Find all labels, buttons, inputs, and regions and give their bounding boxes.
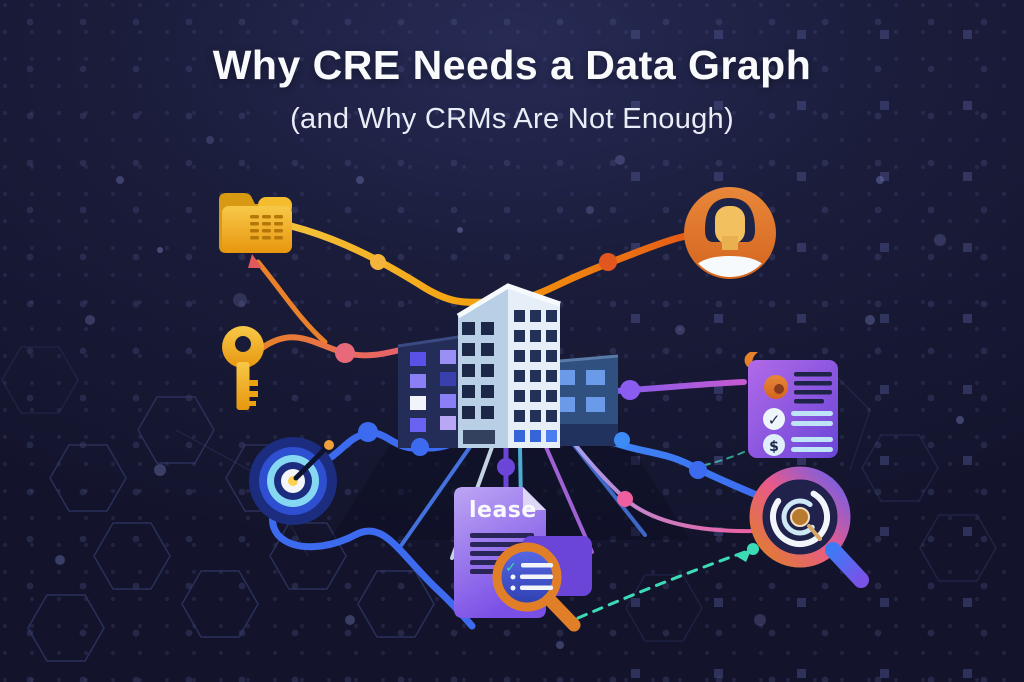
key-hole <box>235 336 251 352</box>
checklist-dark-lines <box>794 372 832 404</box>
node-dot-orange <box>599 253 617 271</box>
main-building <box>456 283 561 448</box>
key-tooth-2 <box>249 391 258 397</box>
lease-folded-corner <box>523 487 546 510</box>
key-icon <box>222 326 264 410</box>
checklist-check-glyph: ✓ <box>768 411 781 429</box>
teal-arrowhead <box>736 548 752 562</box>
target-magnifier-icon <box>749 466 869 588</box>
dartboard-target-icon <box>249 437 337 525</box>
node-dot-blue-2 <box>358 422 378 442</box>
edge-arrow-tip <box>248 254 262 268</box>
insight-ring-outer <box>770 487 830 547</box>
node-dot-blue-1 <box>411 438 429 456</box>
person-avatar-icon <box>684 187 776 279</box>
key-tooth-3 <box>249 401 256 406</box>
checklist-check-circle <box>763 408 785 430</box>
edge-folder-branch <box>255 259 328 345</box>
main-building-left-windows <box>461 322 498 426</box>
folder-document-lines <box>250 215 283 240</box>
node-dot-blue-4 <box>689 461 707 479</box>
node-dot-violet <box>497 458 515 476</box>
target-dart <box>293 444 330 481</box>
checklist-corner-curl <box>744 352 758 370</box>
cre-building-icon <box>397 283 619 448</box>
checklist-dollar-circle <box>763 434 785 456</box>
target-dart-tail <box>324 440 334 450</box>
right-building <box>547 354 619 446</box>
square-dots-texture <box>560 0 1024 682</box>
scatter-dots <box>55 136 964 649</box>
edge-search-to-insight-dashed <box>576 550 747 620</box>
edge-node-dots <box>335 253 759 562</box>
main-building-front-windows <box>512 310 559 428</box>
checklist-document-icon: ✓ $ <box>744 352 838 458</box>
insight-rim <box>749 466 851 568</box>
key-tooth-1 <box>249 380 258 386</box>
left-building-windows <box>410 350 456 432</box>
checklist-light-lines-1 <box>791 411 833 426</box>
avatar-figure <box>688 198 772 277</box>
node-dot-blue-3 <box>614 432 630 448</box>
avatar-shirt <box>688 256 772 277</box>
node-dot-pink-2 <box>617 491 633 507</box>
right-building-base <box>548 424 618 446</box>
search-handle <box>543 593 581 632</box>
main-building-entrance <box>463 430 495 444</box>
search-list-lines <box>510 563 553 591</box>
node-dot-purple <box>620 380 640 400</box>
key-shaft <box>236 362 250 410</box>
checklist-light-lines-2 <box>791 437 833 452</box>
avatar-face <box>715 206 745 244</box>
lease-label: lease <box>469 498 537 523</box>
avatar-neck <box>722 236 738 250</box>
insight-mini-handle <box>807 524 822 541</box>
node-dot-gold <box>370 254 386 270</box>
right-building-windows <box>556 370 612 422</box>
folder-icon <box>219 193 292 253</box>
checklist-badge-swirl <box>774 384 784 394</box>
main-building-roof <box>456 283 561 319</box>
search-check-glyph: ✓ <box>505 560 517 576</box>
checklist-dollar-glyph: $ <box>769 439 779 455</box>
node-dot-pink <box>335 343 355 363</box>
insight-handle <box>825 542 869 588</box>
magnifier-checklist-icon: ✓ <box>492 536 592 632</box>
insight-center <box>790 507 810 527</box>
